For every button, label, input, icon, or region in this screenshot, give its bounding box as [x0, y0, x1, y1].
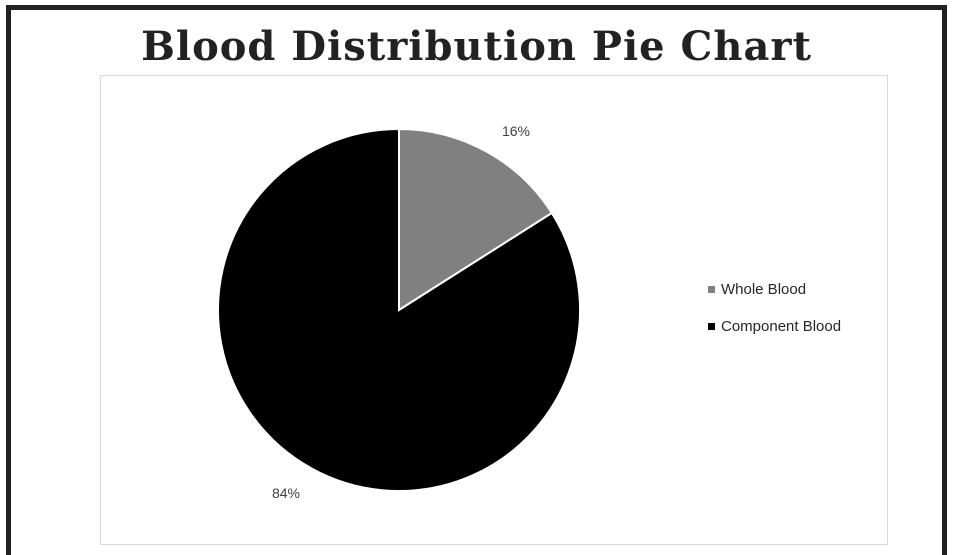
- legend-swatch-component-blood: [708, 322, 715, 330]
- chart-area: 16% 84% Whole Blood Component Blood: [100, 75, 888, 545]
- chart-title: Blood Distribution Pie Chart: [141, 23, 812, 70]
- data-label-whole-blood: 16%: [502, 123, 530, 139]
- legend-item-component-blood: Component Blood: [708, 316, 841, 336]
- page-frame: [6, 5, 947, 555]
- pie-slice-component-blood: [217, 127, 581, 492]
- legend-label-whole-blood: Whole Blood: [721, 280, 807, 298]
- chart-legend: Whole Blood Component Blood: [708, 279, 841, 353]
- data-label-component-blood: 84%: [272, 485, 300, 501]
- pie-chart: 16% 84%: [217, 123, 581, 501]
- pie-slices: [217, 127, 581, 492]
- pie-slice-whole-blood: [398, 127, 554, 312]
- pie-data-labels: 16% 84%: [272, 123, 530, 501]
- legend-label-component-blood: Component Blood: [721, 317, 842, 335]
- legend-item-whole-blood: Whole Blood: [708, 279, 841, 299]
- legend-swatch-whole-blood: [708, 285, 715, 293]
